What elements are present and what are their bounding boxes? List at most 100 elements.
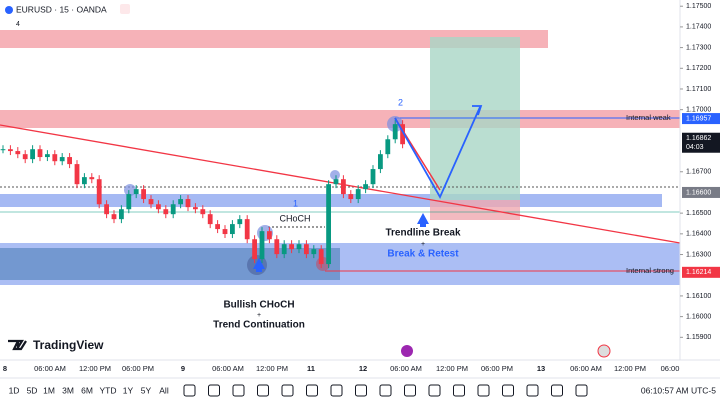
x-tick-label: 06:00 AM <box>34 364 66 373</box>
projection-arrow <box>394 106 481 199</box>
candle <box>119 209 124 220</box>
x-tick-label: 06:00 PM <box>481 364 513 373</box>
label: Internal strong <box>626 266 674 275</box>
candle <box>378 154 383 170</box>
label: + <box>257 312 261 319</box>
range-button[interactable]: 1Y <box>123 385 134 395</box>
tool-icon[interactable] <box>453 384 465 397</box>
x-tick-label: 13 <box>537 364 545 373</box>
range-button[interactable]: 3M <box>62 385 74 395</box>
symbol[interactable]: EURUSD · 15 · OANDA <box>16 4 107 14</box>
price-tag <box>682 266 720 278</box>
candle <box>385 139 391 155</box>
x-tick-label: 9 <box>181 364 185 373</box>
y-tick-label: 1.17400 <box>686 24 711 31</box>
tool-icon[interactable] <box>281 384 294 397</box>
candle <box>89 177 95 180</box>
x-tick-label: 06:00 AM <box>570 364 602 373</box>
tool-icon[interactable] <box>183 384 196 397</box>
x-tick-label: 11 <box>307 364 315 373</box>
candle <box>400 124 405 145</box>
tool-icon[interactable] <box>575 384 588 397</box>
tool-icon[interactable] <box>502 384 514 397</box>
candle <box>67 157 72 165</box>
range-button[interactable]: YTD <box>100 385 117 395</box>
range-button[interactable]: 5Y <box>141 385 152 395</box>
candle <box>82 177 87 185</box>
range-button[interactable]: 6M <box>81 385 93 395</box>
price-tag <box>682 132 720 153</box>
countdown: 04:03 <box>686 144 704 151</box>
candle <box>37 149 43 158</box>
tool-icon[interactable] <box>551 384 563 397</box>
candle <box>96 179 102 205</box>
price-tag-label: 1.16600 <box>686 189 711 196</box>
tool-icon[interactable] <box>232 384 245 397</box>
range-button[interactable]: 1M <box>43 385 55 395</box>
tool-icon[interactable] <box>428 384 441 397</box>
candle <box>392 124 398 140</box>
candle <box>311 249 317 255</box>
y-tick-label: 1.16500 <box>686 210 711 217</box>
tool-icon[interactable] <box>355 384 367 397</box>
order-block <box>0 248 340 280</box>
x-tick-label: 12:00 PM <box>436 364 468 373</box>
candle <box>244 219 250 240</box>
supply-zone <box>0 30 548 48</box>
flag[interactable] <box>120 4 130 14</box>
x-tick-label: 12:00 PM <box>614 364 646 373</box>
candle <box>296 244 302 250</box>
range-button[interactable]: All <box>159 385 169 395</box>
range-button[interactable]: 1D <box>9 385 20 395</box>
tool-icon[interactable] <box>208 384 220 397</box>
y-tick-label: 1.16400 <box>686 231 711 238</box>
x-tick-label: 06:00 AM <box>390 364 422 373</box>
price-tag-label: 1.16957 <box>686 115 711 122</box>
candle <box>52 154 58 162</box>
trendline <box>0 124 681 244</box>
tool-icon[interactable] <box>477 384 490 397</box>
swing-point <box>124 184 136 196</box>
candle <box>326 184 331 265</box>
brand: TradingView <box>33 338 104 352</box>
y-tick-label: 1.16000 <box>686 313 711 320</box>
event-icon[interactable] <box>401 345 413 357</box>
swing-point <box>330 170 340 180</box>
x-tick-label: 12:00 PM <box>79 364 111 373</box>
tool-icon[interactable] <box>526 384 539 397</box>
y-tick-label: 1.16300 <box>686 251 711 258</box>
x-tick-label: 8 <box>3 364 7 373</box>
label: Trendline Break <box>385 228 460 239</box>
candle <box>200 209 206 215</box>
tool-icon[interactable] <box>306 384 318 397</box>
tool-icon[interactable] <box>257 384 269 397</box>
event-icon[interactable] <box>597 344 611 358</box>
label: Break & Retest <box>387 249 459 260</box>
brand-logo <box>8 339 27 351</box>
y-tick-label: 1.17000 <box>686 107 711 114</box>
candle <box>267 231 272 240</box>
price-tag-label: 1.16214 <box>686 269 711 276</box>
candle <box>230 224 235 235</box>
arrow-head <box>472 105 483 116</box>
label: Internal weak <box>626 113 671 122</box>
tool-icon[interactable] <box>330 384 343 397</box>
candle <box>15 151 21 155</box>
y-tick-label: 1.15900 <box>686 334 711 341</box>
stop-box <box>430 200 520 220</box>
range-button[interactable]: 5D <box>27 385 38 395</box>
x-tick-label: 12 <box>359 364 367 373</box>
candle <box>341 179 346 195</box>
x-tick-label: 06:00 PM <box>122 364 154 373</box>
tool-icon[interactable] <box>404 384 416 397</box>
price-tag <box>682 113 720 125</box>
x-tick-label: 12:00 PM <box>256 364 288 373</box>
supply-zone <box>0 110 680 128</box>
indicator-count[interactable]: 4 <box>16 21 20 28</box>
label: 2 <box>398 97 403 107</box>
tool-icon[interactable] <box>379 384 392 397</box>
label: Bullish CHoCH <box>223 300 294 311</box>
candle <box>259 231 265 260</box>
